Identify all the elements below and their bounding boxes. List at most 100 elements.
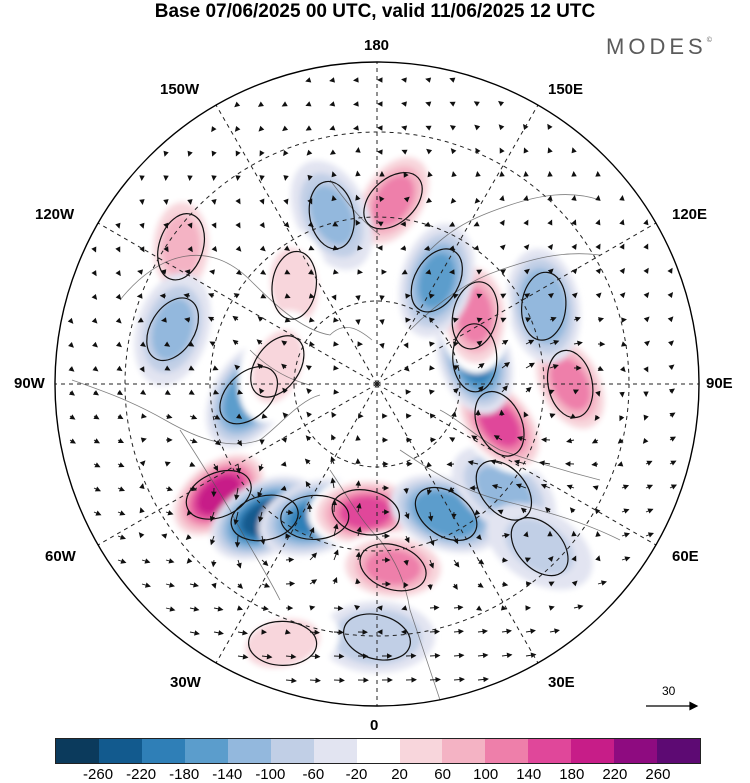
colorbar-tick-label: 60 xyxy=(434,766,451,783)
wind-vector-head xyxy=(499,195,505,202)
wind-vector-head xyxy=(452,293,459,299)
wind-vector-head xyxy=(500,317,507,323)
longitude-label-60w: 60W xyxy=(45,548,76,565)
wind-vector-head xyxy=(235,150,241,157)
wind-vector-head xyxy=(457,604,464,611)
wind-vector-head xyxy=(385,581,392,587)
wind-vector-head xyxy=(209,269,215,275)
wind-vector-head xyxy=(477,582,484,588)
wind-vector-head xyxy=(493,435,500,441)
wind-vector-head xyxy=(425,125,432,131)
wind-vector-head xyxy=(92,365,99,372)
wind-vector-head xyxy=(515,483,522,489)
wind-vector-head xyxy=(571,219,577,226)
wind-vector-head xyxy=(617,461,624,467)
wind-vector-head xyxy=(306,411,312,418)
wind-vector-head xyxy=(499,409,505,416)
longitude-label-150e: 150E xyxy=(548,81,584,98)
colorbar-swatch xyxy=(356,739,400,763)
wind-vector-head xyxy=(379,195,385,202)
wind-vector-head xyxy=(482,628,488,635)
height-contour xyxy=(452,323,498,393)
wind-vector-head xyxy=(425,269,432,275)
wind-vector-head xyxy=(234,494,240,501)
wind-vector-head xyxy=(411,677,417,683)
wind-vector-head xyxy=(283,198,289,205)
wind-vector-head xyxy=(309,605,316,611)
wind-vector-head xyxy=(363,677,369,683)
wind-vector-head xyxy=(547,219,553,226)
wind-vector-head xyxy=(331,294,337,301)
wind-vector-head xyxy=(211,245,218,252)
wind-vector-head xyxy=(547,268,554,275)
wind-vector-head xyxy=(571,195,577,201)
wind-vector-head xyxy=(281,437,288,443)
height-contour xyxy=(414,486,478,542)
wind-vector-head xyxy=(405,293,411,299)
wind-vector-head xyxy=(401,149,408,155)
wind-vector-head xyxy=(258,465,264,472)
wind-vector-head xyxy=(599,341,606,347)
wind-vector-head xyxy=(523,195,529,202)
wind-vector-head xyxy=(502,581,509,587)
wind-vector-head xyxy=(623,508,630,514)
wind-vector-head xyxy=(571,243,577,250)
wind-vector-head xyxy=(307,174,313,181)
wind-vector-head xyxy=(119,534,126,540)
wind-vector-head xyxy=(571,147,577,154)
wind-vector-head xyxy=(499,147,505,154)
wind-vector-head xyxy=(260,269,267,275)
wind-vector-head xyxy=(401,101,407,107)
wind-vector-head xyxy=(355,480,361,486)
wind-vector-head xyxy=(401,605,408,611)
wind-vector-head xyxy=(284,245,291,251)
colorbar-tick-label: -20 xyxy=(345,766,368,783)
wind-vector-head xyxy=(595,390,601,397)
wind-vector-head xyxy=(475,147,481,154)
wind-vector-head xyxy=(574,316,581,322)
wind-vector-head xyxy=(469,485,475,491)
wind-vector-head xyxy=(115,317,122,324)
wind-vector-head xyxy=(191,438,198,444)
wind-vector-head xyxy=(237,389,244,395)
vector-reference-arrow xyxy=(646,701,699,711)
colorbar-swatch xyxy=(614,739,658,763)
wind-vector-head xyxy=(285,533,291,539)
wind-vector-head xyxy=(404,537,410,544)
wind-vector-head xyxy=(354,604,361,611)
wind-vector-head xyxy=(210,539,216,546)
wind-vector-head xyxy=(281,101,288,107)
wind-vector-head xyxy=(667,292,674,299)
wind-vector-head xyxy=(236,605,243,611)
wind-vector-head xyxy=(287,605,294,611)
wind-vector-head xyxy=(164,461,171,467)
colorbar-swatch xyxy=(485,739,529,763)
height-contour xyxy=(185,469,252,520)
wind-vector-head xyxy=(207,316,215,322)
wind-vector-head xyxy=(139,460,146,467)
wind-vector-head xyxy=(118,462,125,468)
wind-vector-head xyxy=(382,413,388,419)
wind-vector-head xyxy=(68,366,75,372)
wind-vector-head xyxy=(234,125,241,132)
wind-vector-head xyxy=(449,437,456,443)
wind-vector-head xyxy=(284,317,291,323)
wind-vector-head xyxy=(376,605,383,611)
colorbar-swatch xyxy=(141,739,185,763)
wind-vector-head xyxy=(291,677,297,684)
wind-vector-head xyxy=(600,580,607,586)
wind-vector-head xyxy=(474,124,481,131)
wind-vector-head xyxy=(476,269,483,275)
wind-vector-head xyxy=(307,198,313,205)
wind-vector-head xyxy=(232,315,239,322)
wind-vector-head xyxy=(284,269,291,275)
wind-vector-head xyxy=(259,245,266,252)
wind-vector-head xyxy=(259,222,265,229)
colorbar-tick-label: -100 xyxy=(255,766,286,783)
wind-vector-head xyxy=(476,605,483,611)
wind-vector-head xyxy=(308,293,315,299)
wind-vector-head xyxy=(428,562,434,569)
wind-vector-head xyxy=(235,467,242,474)
wind-vector-head xyxy=(266,653,273,660)
colorbar-swatch xyxy=(528,739,572,763)
